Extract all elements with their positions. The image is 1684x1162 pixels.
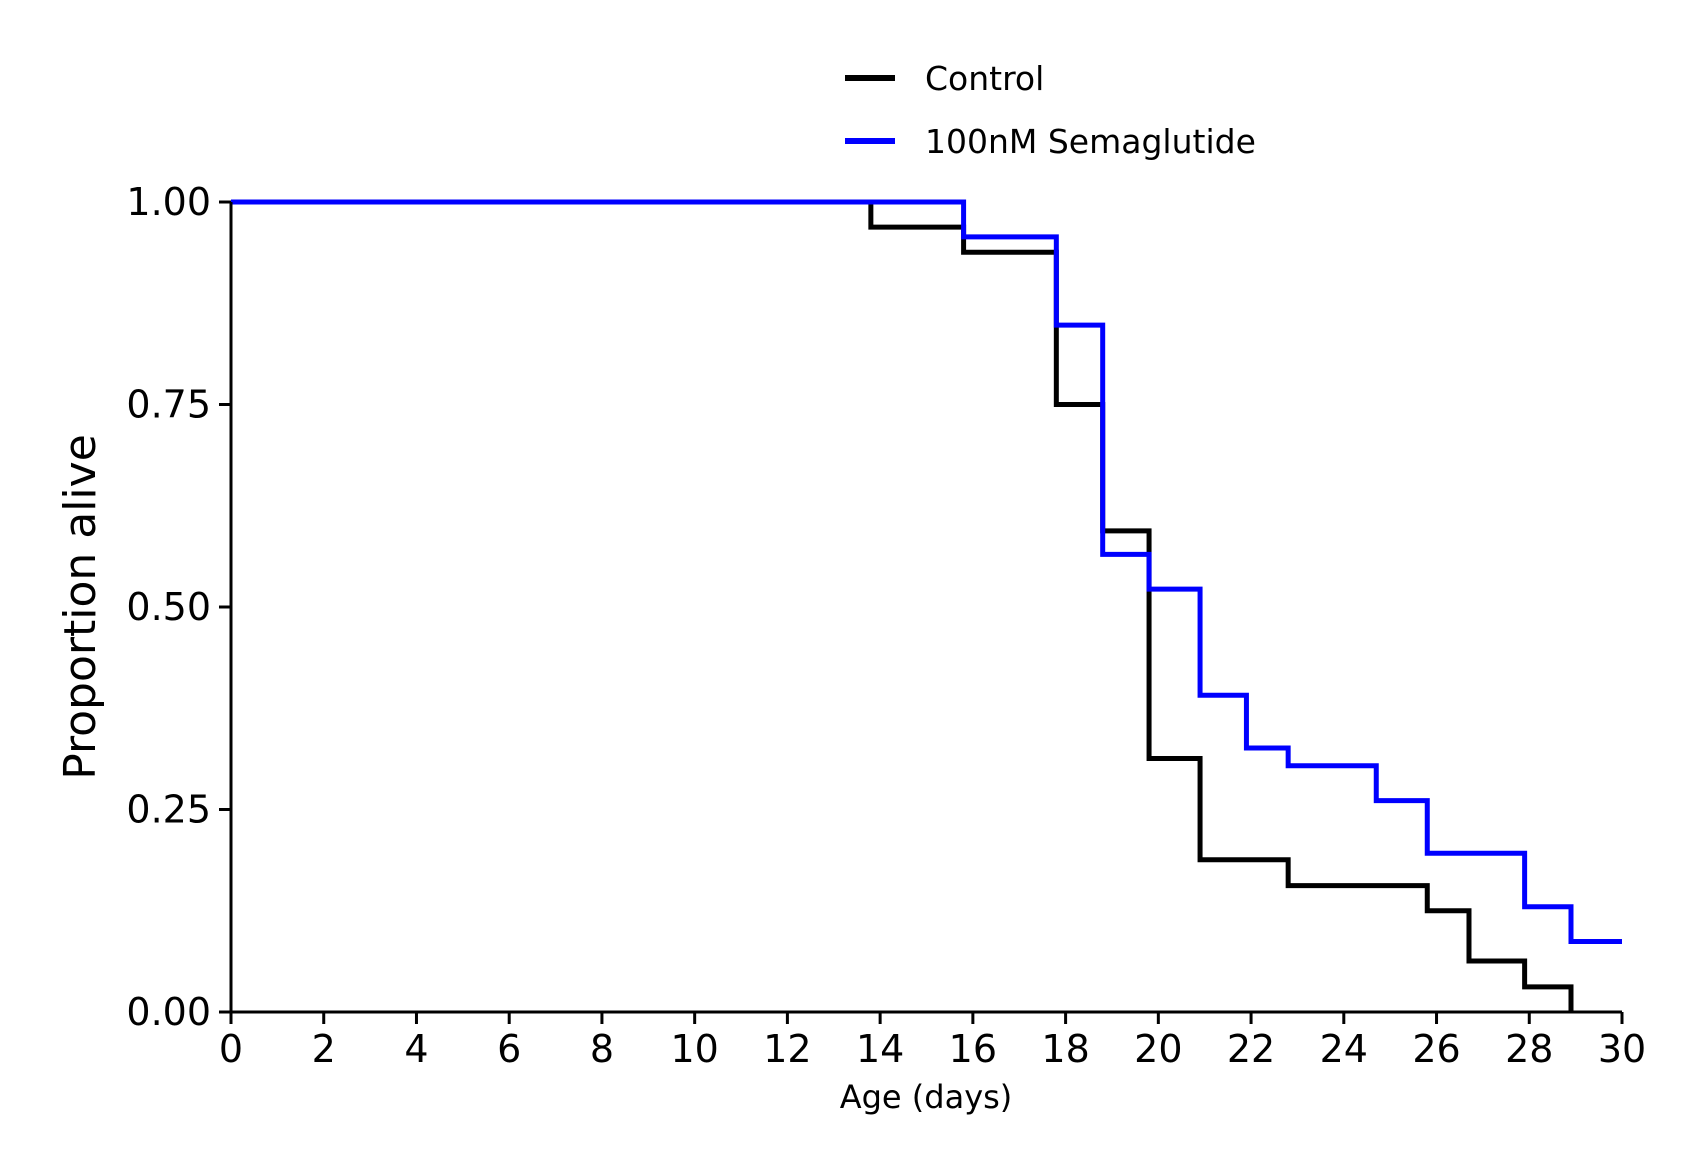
x-tick-label: 30: [1598, 1027, 1646, 1071]
x-tick-label: 12: [763, 1027, 811, 1071]
x-tick-label: 28: [1505, 1027, 1553, 1071]
x-tick-label: 24: [1320, 1027, 1368, 1071]
y-tick-label: 0.75: [126, 383, 211, 427]
x-tick-label: 10: [670, 1027, 718, 1071]
series-line-control: [231, 199, 1574, 1012]
axes: [229, 202, 1622, 1014]
series-line-semaglutide: [231, 199, 1622, 945]
y-tick-label: 0.00: [126, 990, 211, 1034]
x-tick-label: 2: [312, 1027, 336, 1071]
y-tick-label: 0.50: [126, 585, 211, 629]
x-tick-label: 22: [1227, 1027, 1275, 1071]
x-tick-label: 4: [404, 1027, 428, 1071]
x-ticks: 0 2 4 6 8 10 12 14 16 18 20 22 24 26 28 30: [219, 1012, 1646, 1071]
x-tick-label: 8: [590, 1027, 614, 1071]
x-tick-label: 6: [497, 1027, 521, 1071]
x-tick-label: 0: [219, 1027, 243, 1071]
legend: Control 100nM Semaglutide: [845, 59, 1256, 161]
x-tick-label: 14: [856, 1027, 904, 1071]
y-tick-label: 1.00: [126, 180, 211, 224]
legend-label: 100nM Semaglutide: [925, 122, 1256, 161]
y-ticks: 0.00 0.25 0.50 0.75 1.00: [126, 180, 231, 1034]
x-tick-label: 18: [1041, 1027, 1089, 1071]
x-tick-label: 26: [1412, 1027, 1460, 1071]
legend-label: Control: [925, 59, 1044, 98]
x-axis-title: Age (days): [840, 1078, 1013, 1116]
y-axis-title: Proportion alive: [55, 434, 106, 780]
series-layer: [231, 199, 1622, 1012]
y-tick-label: 0.25: [126, 788, 211, 832]
x-tick-label: 20: [1134, 1027, 1182, 1071]
x-tick-label: 16: [949, 1027, 997, 1071]
